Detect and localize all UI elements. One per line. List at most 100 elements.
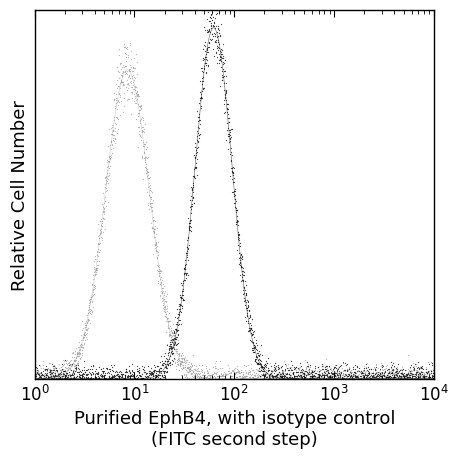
Point — [414, 373, 421, 380]
Point — [221, 375, 228, 382]
Point — [421, 375, 428, 382]
Point — [208, 31, 215, 39]
Point — [274, 375, 281, 382]
Point — [38, 375, 45, 382]
Point — [213, 34, 220, 41]
Point — [375, 372, 382, 379]
Point — [293, 375, 301, 382]
Point — [306, 364, 313, 371]
Point — [354, 371, 362, 378]
Point — [190, 154, 198, 162]
Point — [187, 216, 194, 224]
Point — [168, 329, 176, 336]
Point — [300, 370, 307, 378]
Point — [66, 375, 73, 382]
Point — [201, 375, 208, 382]
Point — [61, 358, 68, 365]
Point — [47, 373, 55, 381]
Point — [237, 367, 244, 374]
Point — [232, 207, 239, 214]
Point — [334, 370, 341, 378]
Point — [181, 262, 188, 269]
Point — [425, 375, 432, 382]
Point — [360, 375, 367, 382]
Point — [59, 370, 67, 377]
Point — [212, 7, 219, 15]
Point — [241, 369, 249, 377]
Point — [353, 375, 361, 382]
Point — [277, 364, 285, 372]
Point — [156, 281, 163, 288]
Point — [180, 266, 187, 274]
Point — [154, 372, 162, 379]
Point — [249, 373, 256, 381]
Point — [211, 39, 218, 46]
Point — [300, 369, 308, 377]
Point — [388, 375, 395, 382]
Point — [232, 374, 239, 381]
Point — [179, 287, 187, 295]
Point — [397, 365, 404, 373]
Point — [37, 375, 44, 382]
Point — [78, 336, 85, 344]
Point — [44, 375, 51, 382]
Point — [380, 373, 387, 380]
Point — [317, 369, 325, 377]
Point — [69, 375, 77, 382]
Point — [385, 375, 392, 382]
Point — [100, 229, 107, 236]
Point — [294, 366, 301, 373]
Point — [270, 373, 278, 380]
Point — [78, 317, 85, 325]
Point — [246, 325, 254, 332]
Point — [367, 375, 374, 382]
Point — [386, 375, 393, 382]
Point — [294, 375, 301, 382]
Point — [407, 375, 414, 382]
Point — [419, 369, 426, 376]
Point — [273, 375, 280, 382]
Point — [37, 375, 45, 382]
Point — [318, 361, 325, 368]
Point — [135, 369, 143, 376]
Point — [348, 375, 355, 382]
Point — [196, 375, 204, 382]
Point — [198, 68, 205, 75]
Point — [109, 375, 117, 382]
Point — [226, 173, 233, 180]
Point — [153, 252, 161, 259]
Point — [415, 373, 422, 380]
Point — [76, 375, 83, 382]
Point — [205, 40, 212, 48]
Point — [231, 185, 239, 193]
Point — [224, 375, 232, 382]
Point — [371, 369, 378, 377]
Point — [128, 368, 135, 375]
Point — [369, 371, 376, 379]
Point — [280, 375, 287, 382]
Point — [146, 200, 154, 207]
Point — [303, 375, 311, 382]
Point — [329, 369, 336, 376]
Point — [429, 375, 436, 382]
Point — [130, 369, 138, 376]
Point — [190, 154, 198, 162]
Point — [175, 312, 182, 319]
Point — [107, 362, 114, 369]
Point — [399, 375, 407, 382]
Point — [280, 370, 288, 377]
Point — [48, 367, 56, 374]
Point — [357, 367, 364, 375]
Point — [130, 373, 138, 381]
Point — [195, 114, 202, 121]
Point — [94, 262, 101, 269]
Point — [203, 16, 210, 23]
Point — [312, 375, 319, 382]
Point — [130, 56, 137, 63]
Point — [163, 364, 170, 371]
Point — [242, 375, 250, 382]
Point — [84, 375, 91, 382]
Point — [413, 364, 420, 371]
Point — [370, 366, 378, 374]
Point — [138, 375, 145, 382]
